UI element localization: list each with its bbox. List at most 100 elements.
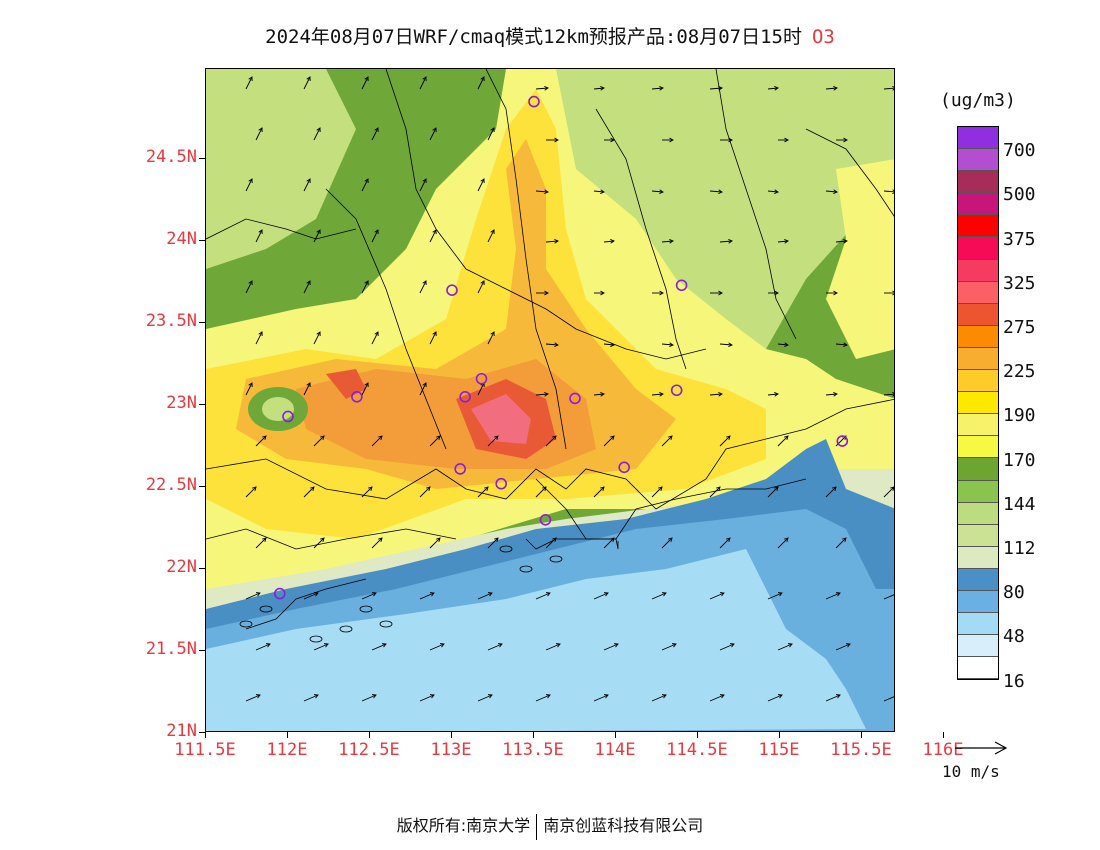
wind-vector [825,486,837,498]
wind-vector [255,643,271,651]
wind-vector [477,694,493,702]
wind-vector [245,592,261,600]
wind-vector [429,643,445,651]
wind-vector [545,238,559,244]
wind-vector [419,382,427,396]
wind-vector [777,342,789,347]
legend-label: 144 [1003,493,1036,515]
wind-vector [303,382,311,396]
boundary-line-11 [525,538,619,550]
wind-vector [603,537,615,549]
wind-vector [825,592,841,600]
wind-vector [883,486,894,498]
island-outline-8 [239,620,253,628]
boundary-line-6 [805,128,894,217]
wind-vector [835,238,848,244]
nw-field [206,69,356,269]
wind-vector [883,694,894,702]
station-marker [274,587,286,600]
wind-vector [429,127,437,141]
lat-tick [199,486,205,487]
wind-vector [593,189,605,194]
wind-vector [825,189,838,195]
wind-vector [835,643,851,651]
wind-vector [313,435,325,447]
wind-vector [835,537,847,549]
wind-vector [652,290,664,296]
station-marker [675,279,688,292]
wind-vector [777,435,789,447]
station-marker [446,284,458,296]
lon-tick-label: 114.5E [666,740,728,760]
island-outline-5 [339,625,353,633]
peak-center [471,394,531,444]
legend-swatch [958,590,998,614]
wind-vector [535,189,549,195]
legend-swatch [958,436,998,459]
wind-vector [720,137,733,143]
wind-vector [593,486,605,498]
wind-vector [883,391,894,397]
reference-wind-arrow [955,741,1008,755]
wind-vector [603,342,615,347]
legend-swatch [958,414,998,437]
lon-tick [369,732,370,738]
lon-tick [943,732,944,738]
wind-vector [719,537,731,549]
lat-tick [199,240,205,241]
lon-tick [779,732,780,738]
wind-vector [245,694,261,702]
lat-tick [199,650,205,651]
wind-vector [313,229,321,243]
wind-vector [835,342,848,348]
island-outline-1 [519,565,533,573]
wind-vector [709,391,723,397]
wind-vector [245,280,253,294]
wind-vector [546,137,559,143]
island-outline-0 [499,545,513,553]
wind-vector [651,85,664,91]
wind-vector [825,391,838,397]
wind-vector [361,178,369,192]
wind-vector [313,537,325,549]
wind-vector [545,342,559,348]
lat-tick-label: 23.5N [145,311,197,331]
lat-tick [199,568,205,569]
wind-vector [719,435,731,447]
wind-vector [651,694,667,702]
legend-swatch [958,458,998,481]
lon-tick [861,732,862,738]
lat-tick-label: 21.5N [145,639,197,659]
wind-vector [487,643,503,651]
boundary-line-5 [715,69,797,340]
island-outline-7 [259,605,273,613]
wind-vector [313,331,321,345]
wind-vector [593,694,609,702]
legend-swatch [958,635,998,658]
wind-vector [709,486,721,498]
legend-swatch [958,480,998,503]
copyright-footer: 版权所有:南京大学 南京创蓝科技有限公司 [0,812,1100,840]
lon-tick-label: 113.5E [502,740,564,760]
footer-left: 版权所有:南京大学 [396,816,531,835]
wind-vector [361,592,377,600]
wind-vector [477,280,485,294]
wind-vector [361,382,369,396]
ne-field [536,69,894,349]
wind-vector [361,76,369,90]
wind-vector [487,127,495,141]
boundary-line-9 [535,478,807,540]
wind-vector [477,592,493,600]
wind-vector [245,178,253,192]
wind-vector [487,435,499,447]
wind-vector [303,694,319,702]
wind-vector [777,239,789,244]
wind-vector [709,694,725,702]
wind-vector [371,643,387,651]
wind-vector [545,643,561,651]
wind-vector [371,537,383,549]
wind-vector [767,86,779,91]
wind-vector [651,189,664,195]
lon-tick-label: 115.5E [830,740,892,760]
wind-vector [767,694,783,702]
